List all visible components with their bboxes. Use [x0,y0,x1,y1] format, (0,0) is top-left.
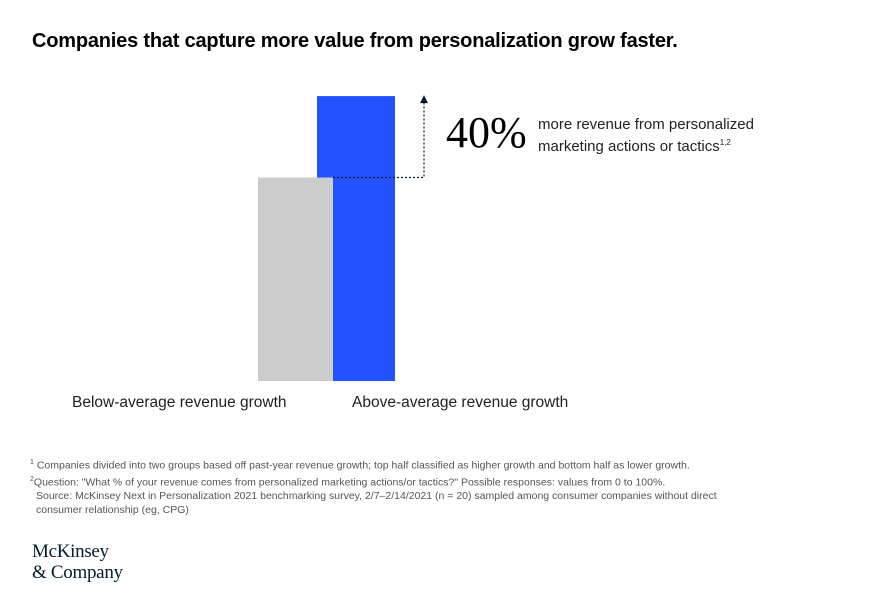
arrow-up-icon [420,95,428,104]
category-label-above: Above-average revenue growth [352,394,569,411]
chart-title: Companies that capture more value from p… [32,30,678,52]
annotation-value: 40% [446,108,527,157]
footnote-mark: 2 [30,476,34,483]
category-label-below: Below-average revenue growth [72,394,287,411]
footnotes: 1 Companies divided into two groups base… [30,456,750,517]
footnote-mark: 1 [30,459,34,466]
source-note: Source: McKinsey Next in Personalization… [36,490,717,516]
bar-below-average [258,177,333,381]
difference-leader-line [333,102,425,179]
logo-line-2: & Company [32,562,123,583]
footnote-1: 1 Companies divided into two groups base… [30,456,750,473]
annotation-line-1: more revenue from personalized [538,116,754,133]
footnote-text: Companies divided into two groups based … [36,459,690,472]
annotation-text: more revenue from personalized marketing… [538,116,754,156]
mckinsey-logo: McKinsey & Company [32,541,123,583]
footnote-text: Question: "What % of your revenue comes … [33,476,666,489]
logo-line-1: McKinsey [32,541,109,562]
annotation-superscript: 1,2 [719,138,731,147]
footnote-2: 2Question: "What % of your revenue comes… [30,473,750,490]
annotation-line-2: marketing actions or tactics [538,138,720,155]
